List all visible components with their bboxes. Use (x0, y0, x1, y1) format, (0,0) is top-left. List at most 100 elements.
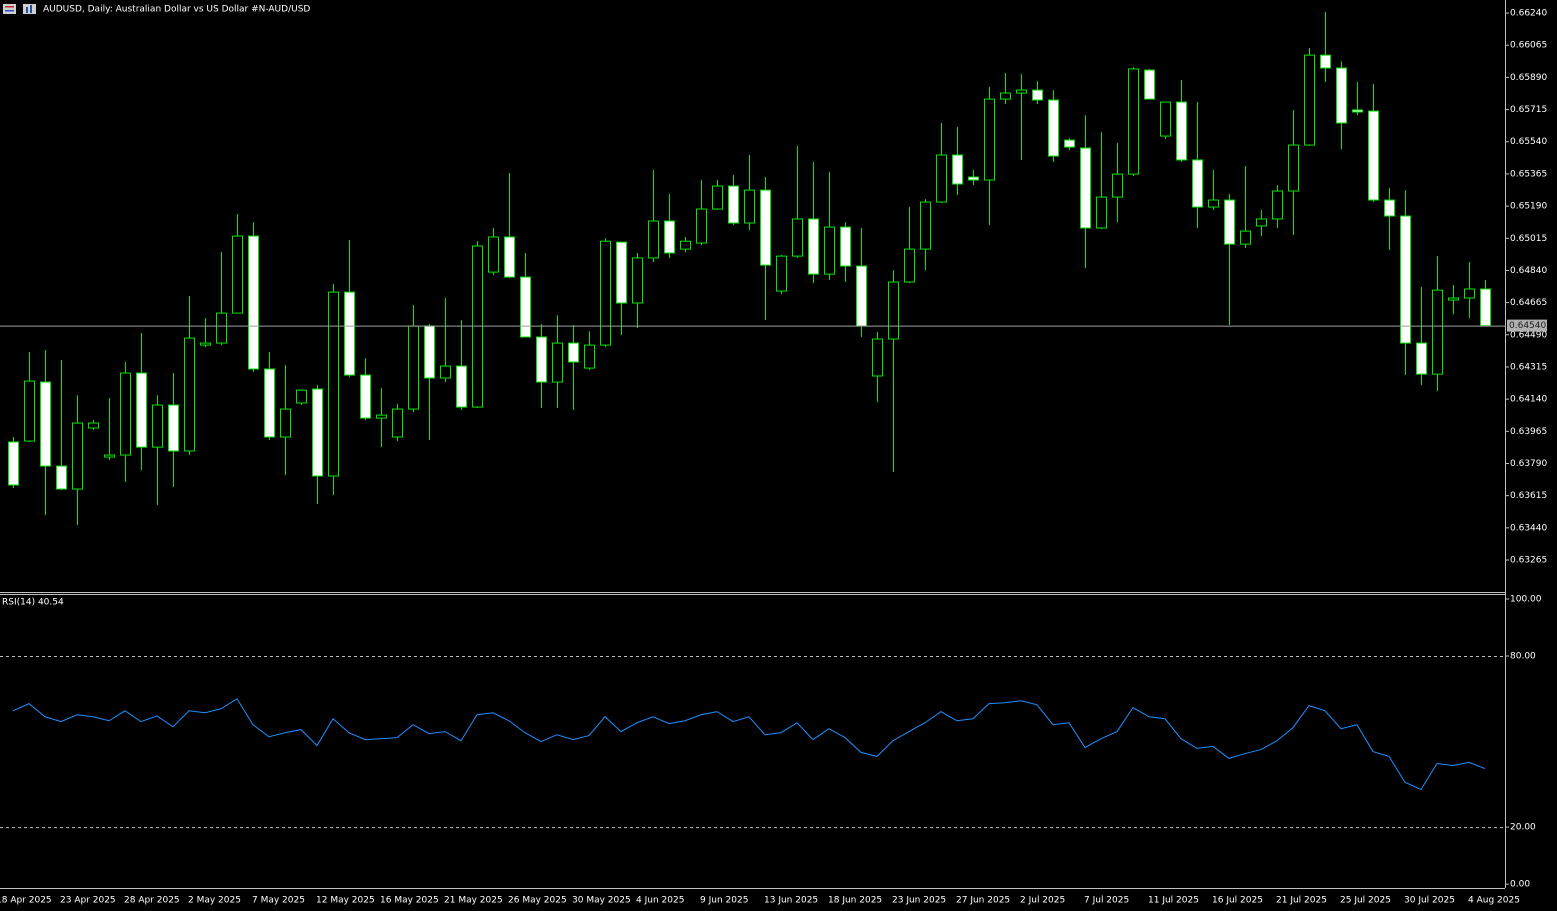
candle-body (1080, 147, 1091, 229)
candle-body (168, 404, 179, 452)
candle-body (904, 248, 915, 283)
y-tick-label: 0.64140 (1510, 395, 1547, 405)
candle-body (1096, 196, 1107, 229)
candle-body (1320, 54, 1331, 69)
y-tick-label: 0.65015 (1510, 234, 1547, 244)
y-tick-label: 0.64840 (1510, 266, 1547, 276)
y-tick-label: 0.64665 (1510, 298, 1547, 308)
x-tick-label: 7 Jul 2025 (1084, 896, 1129, 906)
x-tick-label: 30 Jul 2025 (1404, 896, 1455, 906)
candle-body (1032, 89, 1043, 101)
candle-body (776, 255, 787, 292)
candle-body (664, 220, 675, 254)
y-tick-label: 0.65190 (1510, 202, 1547, 212)
x-tick-label: 23 Apr 2025 (60, 896, 116, 906)
candle-body (56, 465, 67, 490)
candle-body (8, 441, 19, 486)
candle-body (1208, 199, 1219, 208)
x-tick-label: 21 May 2025 (444, 896, 503, 906)
x-tick-label: 13 Jun 2025 (764, 896, 818, 906)
candle-body (1288, 144, 1299, 192)
x-tick-label: 16 May 2025 (380, 896, 439, 906)
candle-body (840, 226, 851, 267)
chart-icon[interactable] (23, 4, 36, 14)
candle-body (824, 226, 835, 275)
candle-body (24, 380, 35, 442)
candle-body (920, 201, 931, 250)
candle-body (936, 154, 947, 203)
candle-body (520, 276, 531, 338)
candle-body (696, 208, 707, 244)
candle-body (1240, 230, 1251, 245)
candle-body (1304, 54, 1315, 146)
candle-body (120, 372, 131, 456)
x-tick-label: 27 Jun 2025 (956, 896, 1010, 906)
x-tick-label: 12 May 2025 (316, 896, 375, 906)
x-tick-label: 28 Apr 2025 (124, 896, 180, 906)
y-tick-label: 0.63965 (1510, 427, 1547, 437)
x-tick-label: 21 Jul 2025 (1276, 896, 1327, 906)
candle-body (280, 408, 291, 438)
candle-body (1192, 159, 1203, 208)
candle-body (1224, 199, 1235, 245)
candle-body (1016, 89, 1027, 94)
candle-body (456, 365, 467, 408)
candle-body (40, 381, 51, 467)
x-tick-label: 4 Aug 2025 (1468, 896, 1520, 906)
candle-body (648, 220, 659, 259)
x-tick-label: 11 Jul 2025 (1148, 896, 1199, 906)
x-tick-label: 7 May 2025 (252, 896, 305, 906)
candle-body (584, 344, 595, 369)
candle-body (296, 389, 307, 404)
rsi-title: RSI(14) 40.54 (2, 598, 64, 608)
candle-body (680, 240, 691, 250)
candle-body (328, 291, 339, 477)
current-price-label: 0.64540 (1509, 321, 1546, 331)
candle-body (1128, 68, 1139, 175)
candle-body (1256, 218, 1267, 227)
y-tick-label: 0.65540 (1510, 137, 1547, 147)
candle-body (1112, 173, 1123, 198)
y-tick-label: 0.00 (1510, 880, 1530, 890)
candle-body (1464, 288, 1475, 299)
y-tick-label: 0.63440 (1510, 523, 1547, 533)
chart-icon-bar (30, 5, 32, 13)
y-tick-label: 80.00 (1510, 652, 1536, 662)
candle-body (264, 368, 275, 438)
current-price-box (1507, 319, 1547, 332)
candle-body (88, 422, 99, 429)
x-tick-label: 2 Jul 2025 (1020, 896, 1065, 906)
y-tick-label: 0.65890 (1510, 73, 1547, 83)
y-tick-label: 0.63265 (1510, 556, 1547, 566)
candle-body (408, 325, 419, 410)
candle-body (392, 408, 403, 438)
candle-body (1400, 215, 1411, 344)
candle-body (1384, 199, 1395, 217)
candle-body (1048, 99, 1059, 157)
candle-body (1352, 109, 1363, 113)
candle-body (888, 281, 899, 340)
candle-body (744, 189, 755, 224)
x-tick-label: 18 Apr 2025 (0, 896, 52, 906)
menu-icon[interactable] (3, 4, 16, 14)
candle-body (1336, 67, 1347, 124)
candle-body (184, 337, 195, 452)
candle-body (952, 154, 963, 185)
candle-body (248, 235, 259, 370)
candle-body (760, 189, 771, 266)
y-tick-label: 0.64490 (1510, 330, 1547, 340)
candle-body (856, 265, 867, 327)
candle-body (984, 98, 995, 181)
x-tick-label: 26 May 2025 (508, 896, 567, 906)
x-tick-label: 23 Jun 2025 (892, 896, 946, 906)
y-tick-label: 0.63615 (1510, 491, 1547, 501)
chart-icon-bar (26, 7, 28, 13)
candle-body (968, 176, 979, 181)
candle-body (712, 185, 723, 210)
y-tick-label: 0.66240 (1510, 9, 1547, 19)
symbol-icons (3, 4, 36, 14)
candle-body (312, 388, 323, 477)
candle-body (632, 257, 643, 304)
